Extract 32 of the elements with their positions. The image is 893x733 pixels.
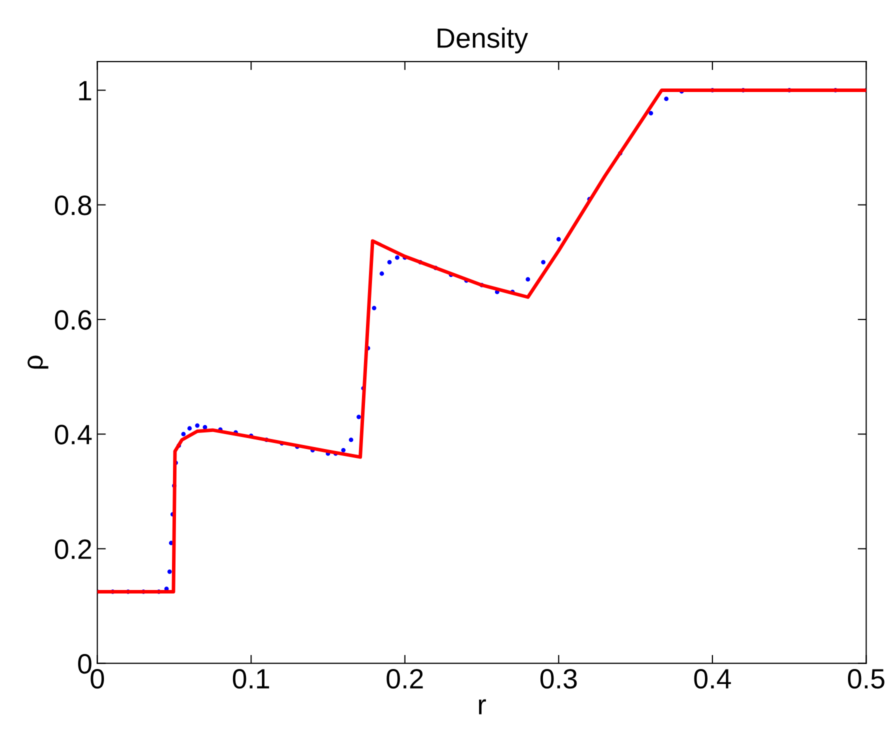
point xyxy=(380,271,384,276)
line-series xyxy=(97,88,866,594)
point xyxy=(526,277,530,282)
y-tick-label: 0.8 xyxy=(54,196,92,216)
x-tick-label: 0.3 xyxy=(540,668,577,689)
point xyxy=(202,425,208,430)
y-tick-label: 0.6 xyxy=(54,310,92,330)
point xyxy=(356,414,361,420)
point xyxy=(556,237,561,242)
x-axis-title: r xyxy=(478,699,486,714)
x-tick-label: 0.5 xyxy=(848,668,884,689)
point xyxy=(167,569,172,574)
y-axis-title: ρ xyxy=(28,356,48,369)
x-tick-label: 0.4 xyxy=(694,668,731,689)
x-tick-label: 0.1 xyxy=(232,668,270,689)
point xyxy=(664,96,668,102)
point xyxy=(348,438,354,442)
point xyxy=(372,306,376,310)
x-tick-label: 0.2 xyxy=(386,668,423,689)
y-tick-label: 0 xyxy=(78,654,92,674)
chart-title: Density xyxy=(438,28,528,54)
y-tick-label: 1 xyxy=(79,81,92,100)
point xyxy=(387,260,392,264)
point xyxy=(541,260,546,264)
point xyxy=(195,423,200,428)
point xyxy=(395,255,400,260)
y-tick-label: 0.2 xyxy=(54,539,92,560)
point xyxy=(181,432,186,436)
point xyxy=(648,110,654,116)
point xyxy=(341,448,346,452)
y-tick-label: 0.4 xyxy=(54,424,92,444)
point xyxy=(187,426,192,431)
